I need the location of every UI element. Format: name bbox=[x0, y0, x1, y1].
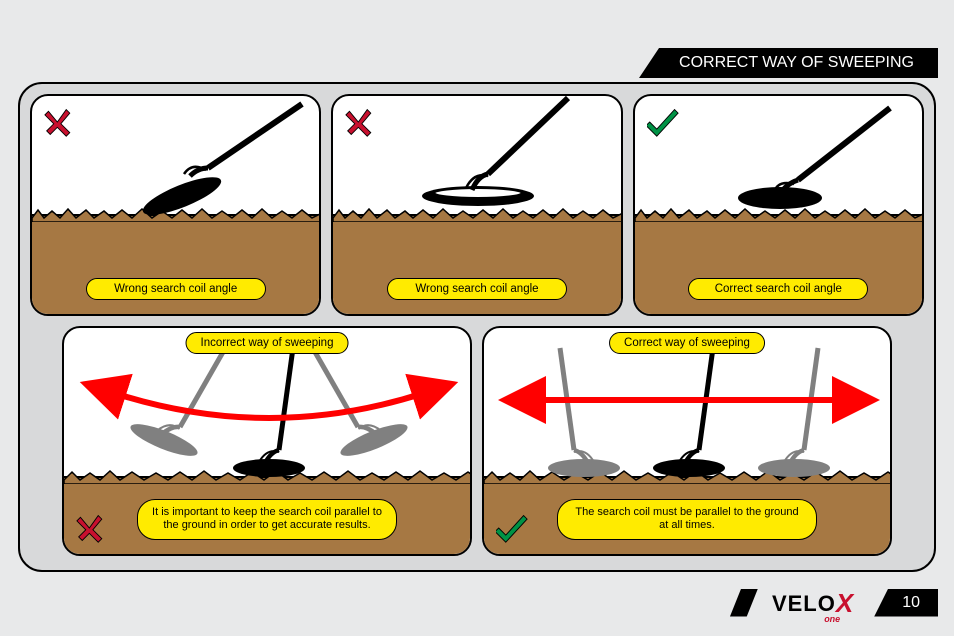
detector-illustration bbox=[333, 96, 622, 246]
brand-text: VELO bbox=[772, 591, 836, 616]
panel-correct-sweep: Correct way of sweeping The search coil … bbox=[482, 326, 892, 556]
page-header: CORRECT WAY OF SWEEPING bbox=[639, 48, 938, 78]
panel-caption: The search coil must be parallel to the … bbox=[557, 499, 817, 541]
brand-logo: VELOX one bbox=[772, 587, 854, 618]
panel-label: Wrong search coil angle bbox=[86, 278, 266, 300]
page-number: 10 bbox=[874, 589, 938, 617]
footer-decoration bbox=[730, 589, 758, 617]
panel-label: Correct search coil angle bbox=[688, 278, 868, 300]
panel-label: Wrong search coil angle bbox=[387, 278, 567, 300]
panel-incorrect-sweep: Incorrect way of sweeping It is importan… bbox=[62, 326, 472, 556]
panel-title: Correct way of sweeping bbox=[609, 332, 765, 354]
panel-caption: It is important to keep the search coil … bbox=[137, 499, 397, 541]
panel-wrong-angle-1: Wrong search coil angle bbox=[30, 94, 321, 316]
cross-icon bbox=[76, 512, 108, 544]
header-title: CORRECT WAY OF SWEEPING bbox=[679, 54, 914, 71]
panel-title: Incorrect way of sweeping bbox=[186, 332, 349, 354]
top-row: Wrong search coil angle Wrong search coi… bbox=[30, 94, 924, 316]
detector-illustration bbox=[32, 96, 321, 246]
panel-correct-angle: Correct search coil angle bbox=[633, 94, 924, 316]
panel-wrong-angle-2: Wrong search coil angle bbox=[331, 94, 622, 316]
instruction-frame: Wrong search coil angle Wrong search coi… bbox=[18, 82, 936, 572]
detector-illustration bbox=[635, 96, 924, 246]
brand-sub: one bbox=[824, 614, 840, 624]
page-footer: VELOX one 10 bbox=[730, 587, 938, 618]
bottom-row: Incorrect way of sweeping It is importan… bbox=[30, 326, 924, 556]
check-icon bbox=[496, 512, 528, 544]
